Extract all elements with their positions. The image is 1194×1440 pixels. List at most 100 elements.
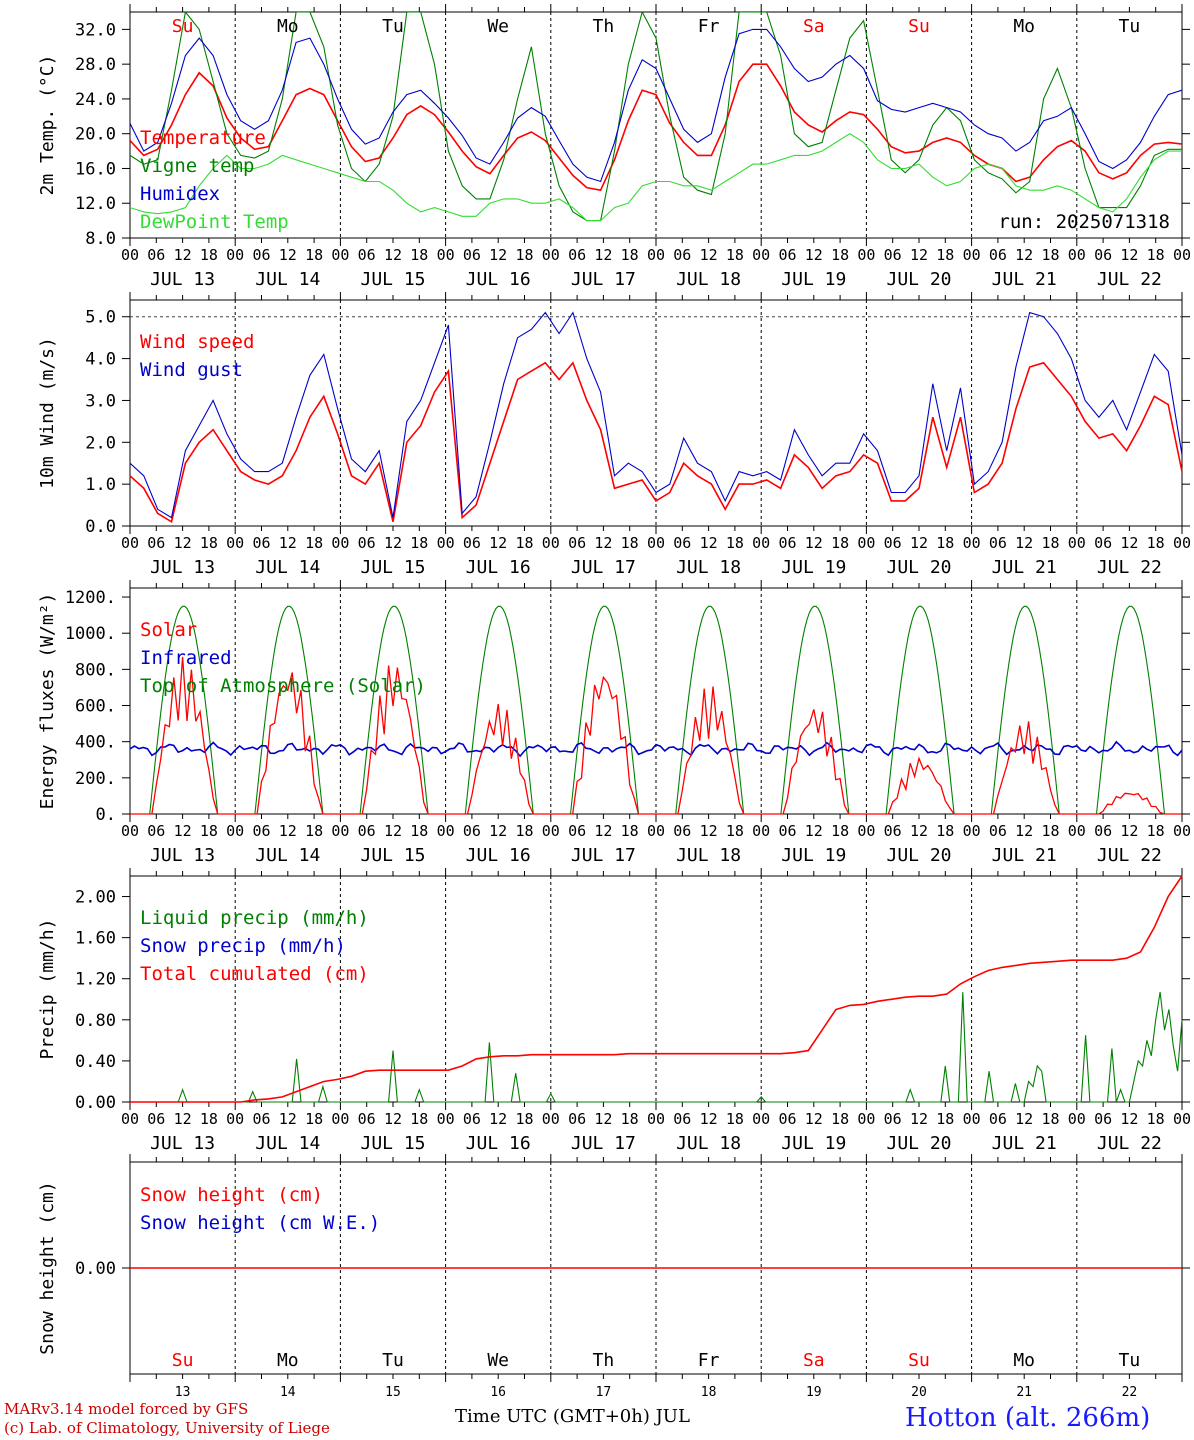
date-label: JUL 13 [150, 269, 215, 290]
hour-tick-label: 18 [621, 534, 639, 552]
hour-tick-label: 06 [673, 822, 691, 840]
date-label: JUL 14 [255, 557, 320, 578]
weekday-label-bottom: Su [172, 1350, 194, 1371]
hour-tick-label: 12 [805, 822, 823, 840]
y-tick-label: 400. [75, 733, 116, 753]
day-number-label: 15 [385, 1385, 401, 1400]
hour-tick-label: 00 [121, 534, 139, 552]
hour-tick-label: 00 [647, 822, 665, 840]
hour-tick-label: 12 [1015, 1110, 1033, 1128]
hour-tick-label: 18 [831, 246, 849, 264]
hour-tick-label: 06 [673, 246, 691, 264]
day-number-label: 18 [701, 1385, 717, 1400]
date-label: JUL 15 [360, 845, 425, 866]
series-line-dewpoint-temp [130, 133, 1182, 222]
hour-tick-label: 06 [1094, 534, 1112, 552]
hour-tick-label: 18 [515, 822, 533, 840]
hour-tick-label: 18 [515, 534, 533, 552]
hour-tick-label: 06 [147, 246, 165, 264]
hour-tick-label: 00 [1173, 1110, 1191, 1128]
series-line-humidex [130, 28, 1182, 183]
hour-tick-label: 00 [437, 1110, 455, 1128]
hour-tick-label: 06 [358, 246, 376, 264]
hour-tick-label: 00 [331, 1110, 349, 1128]
series-line-total-cumulated [130, 875, 1183, 1103]
hour-tick-label: 12 [1120, 534, 1138, 552]
hour-tick-label: 00 [752, 822, 770, 840]
hour-tick-label: 06 [1094, 1110, 1112, 1128]
footer-line-1: MARv3.14 model forced by GFS [4, 1400, 249, 1418]
legend-entry: Snow height (cm W.E.) [140, 1212, 380, 1234]
y-tick-label: 0.80 [75, 1011, 116, 1031]
hour-tick-label: 18 [621, 246, 639, 264]
hour-tick-label: 00 [437, 246, 455, 264]
y-tick-label: 600. [75, 697, 116, 717]
y-axis-label: Precip (mm/h) [37, 919, 58, 1060]
hour-tick-label: 06 [1094, 246, 1112, 264]
y-tick-label: 1000. [65, 624, 116, 644]
legend-entry: Wind gust [140, 359, 243, 381]
hour-tick-label: 00 [331, 246, 349, 264]
date-label: JUL 16 [466, 1133, 531, 1154]
date-label: JUL 15 [360, 1133, 425, 1154]
hour-tick-label: 12 [910, 246, 928, 264]
day-number-label: 20 [911, 1385, 927, 1400]
hour-tick-label: 00 [542, 246, 560, 264]
hour-tick-label: 18 [936, 1110, 954, 1128]
legend-entry: Solar [140, 619, 197, 641]
date-label: JUL 19 [781, 557, 846, 578]
hour-tick-label: 06 [884, 1110, 902, 1128]
hour-tick-label: 00 [857, 246, 875, 264]
hour-tick-label: 00 [226, 822, 244, 840]
hour-tick-label: 06 [778, 534, 796, 552]
series-line-temperature [130, 63, 1182, 192]
y-tick-label: 1.0 [85, 475, 116, 495]
hour-tick-label: 12 [805, 1110, 823, 1128]
hour-tick-label: 12 [489, 246, 507, 264]
hour-tick-label: 18 [936, 534, 954, 552]
hour-tick-label: 12 [1015, 534, 1033, 552]
y-tick-label: 0.00 [75, 1093, 116, 1113]
date-label: JUL 19 [781, 269, 846, 290]
date-label: JUL 18 [676, 845, 741, 866]
hour-tick-label: 12 [700, 822, 718, 840]
date-label: JUL 17 [571, 1133, 636, 1154]
y-tick-label: 800. [75, 660, 116, 680]
hour-tick-label: 06 [778, 822, 796, 840]
day-number-label: 16 [490, 1385, 506, 1400]
hour-tick-label: 18 [200, 534, 218, 552]
hour-tick-label: 00 [542, 1110, 560, 1128]
hour-tick-label: 18 [305, 246, 323, 264]
hour-tick-label: 06 [463, 1110, 481, 1128]
date-label: JUL 21 [992, 557, 1057, 578]
hour-tick-label: 18 [1041, 246, 1059, 264]
hour-tick-label: 12 [594, 822, 612, 840]
hour-tick-label: 18 [200, 822, 218, 840]
hour-tick-label: 18 [726, 534, 744, 552]
hour-tick-label: 18 [621, 1110, 639, 1128]
hour-tick-label: 06 [463, 246, 481, 264]
footer-credit: MARv3.14 model forced by GFS (c) Lab. of… [4, 1400, 330, 1438]
date-label: JUL 16 [466, 845, 531, 866]
hour-tick-label: 06 [252, 822, 270, 840]
weekday-label-bottom: Fr [698, 1350, 720, 1371]
hour-tick-label: 12 [279, 246, 297, 264]
date-label: JUL 18 [676, 1133, 741, 1154]
date-label: JUL 13 [150, 845, 215, 866]
hour-tick-label: 00 [857, 822, 875, 840]
hour-tick-label: 18 [726, 246, 744, 264]
hour-tick-label: 18 [1147, 534, 1165, 552]
hour-tick-label: 06 [1094, 822, 1112, 840]
hour-tick-label: 12 [279, 534, 297, 552]
hour-tick-label: 00 [1068, 246, 1086, 264]
day-number-label: 14 [280, 1385, 296, 1400]
y-tick-label: 2.00 [75, 888, 116, 908]
hour-tick-label: 00 [752, 534, 770, 552]
hour-tick-label: 00 [647, 1110, 665, 1128]
weekday-label-top: Su [908, 16, 930, 37]
weekday-label-bottom: We [487, 1350, 509, 1371]
weekday-label-bottom: Tu [1119, 1350, 1141, 1371]
hour-tick-label: 06 [568, 822, 586, 840]
date-label: JUL 20 [886, 845, 951, 866]
weekday-label-top: Mo [1013, 16, 1035, 37]
